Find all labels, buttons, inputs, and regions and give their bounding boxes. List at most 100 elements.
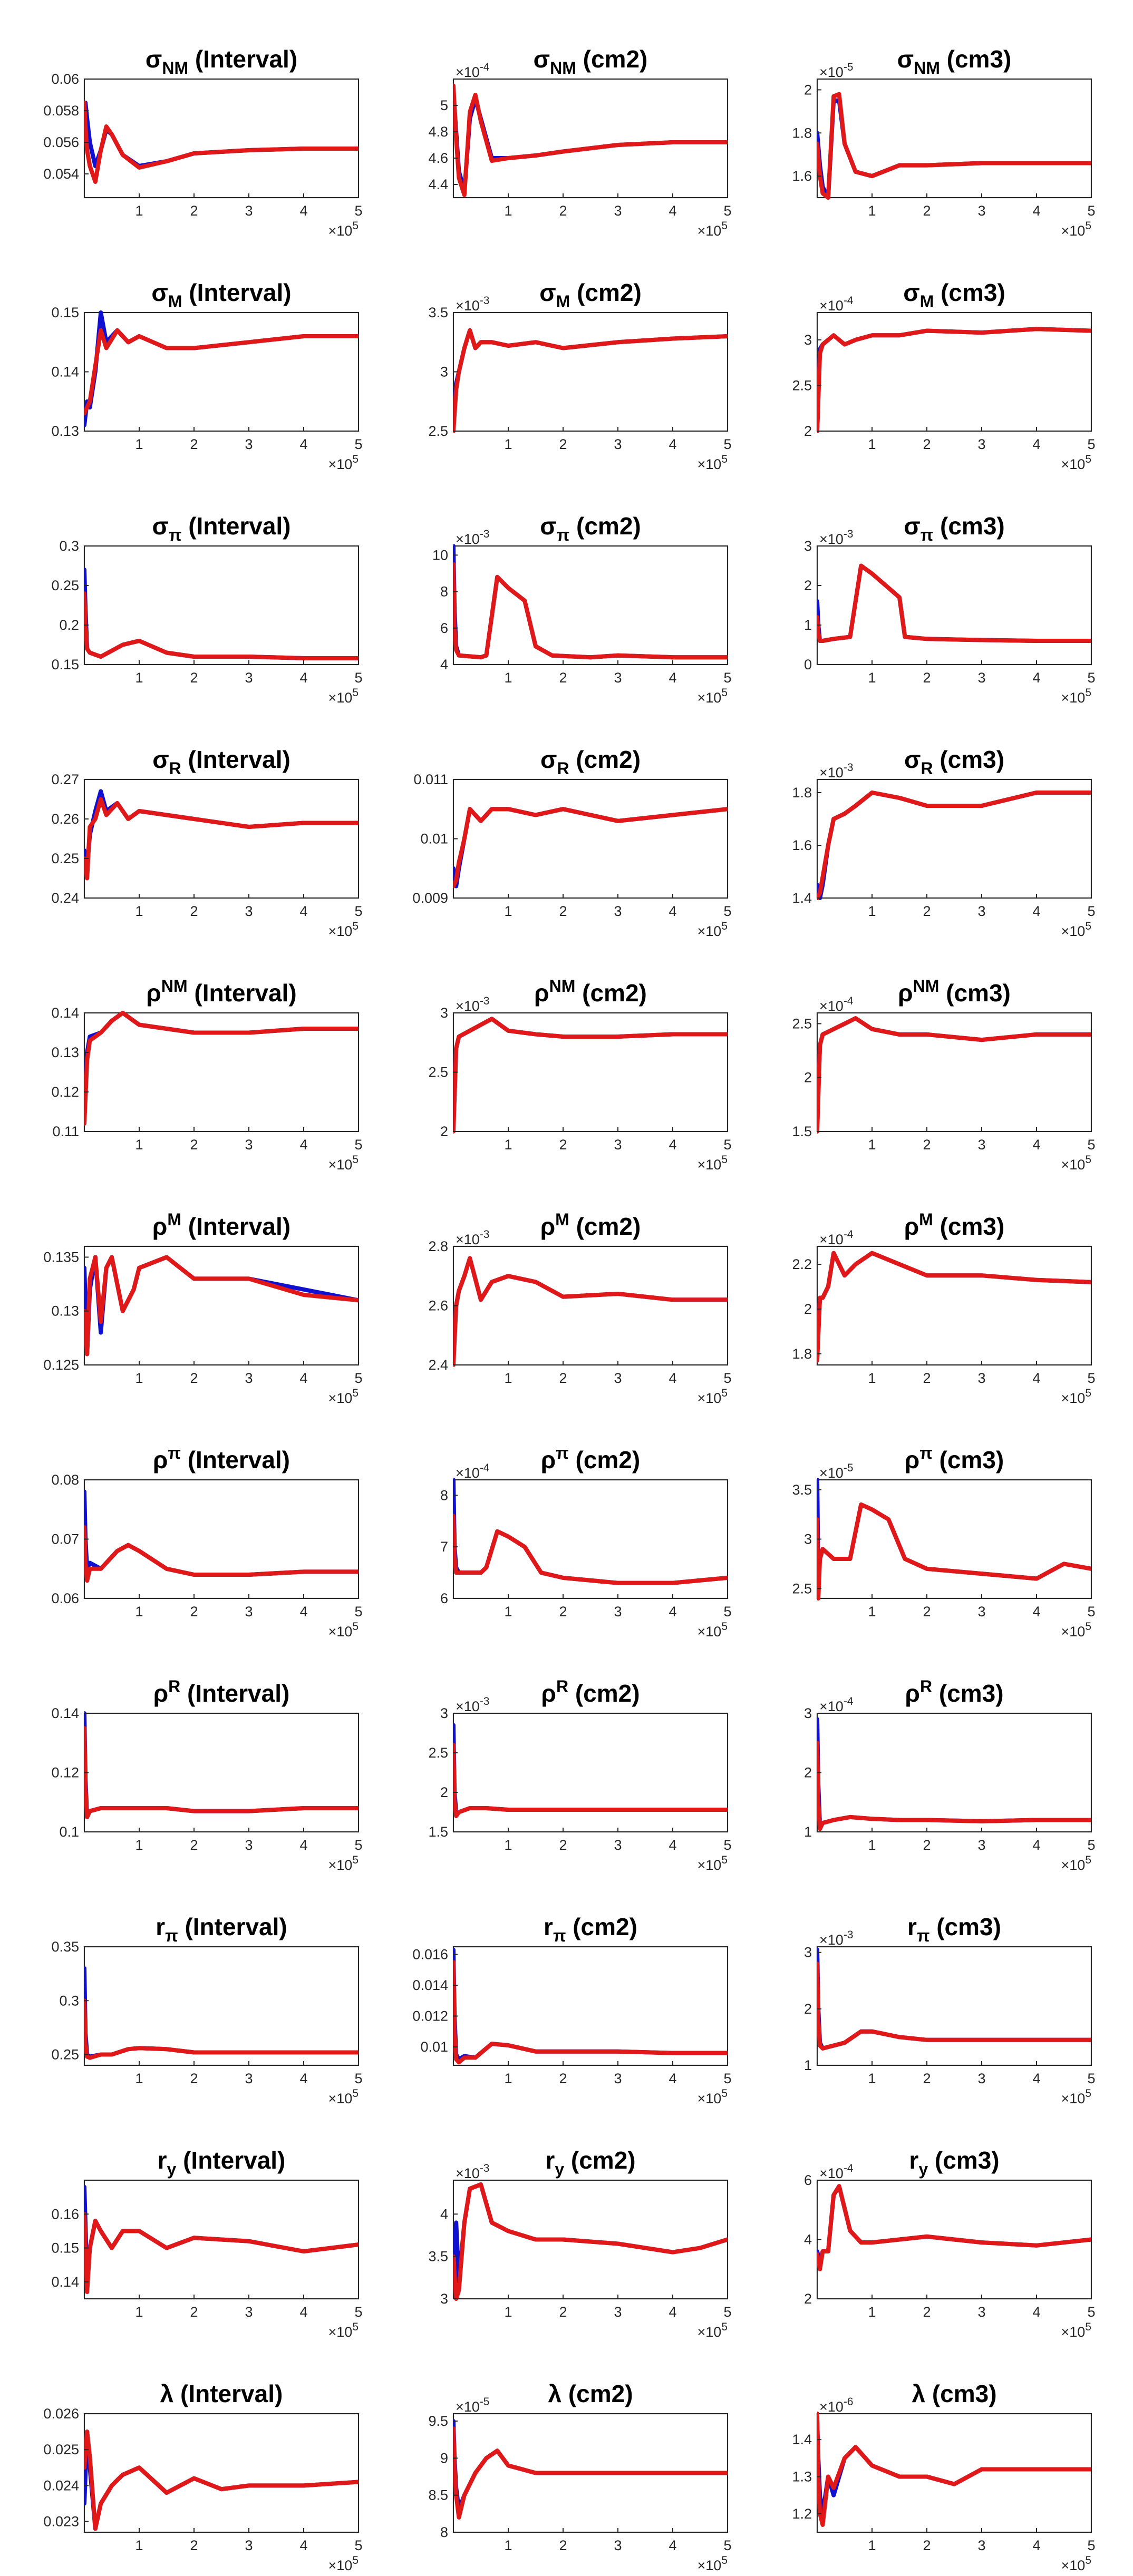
y-tick-label: 2.5 bbox=[428, 423, 448, 439]
x-tick-label: 5 bbox=[723, 1370, 731, 1386]
x-tick-label: 2 bbox=[923, 203, 931, 219]
series-line-blue bbox=[817, 791, 1091, 900]
subplot: σπ (cm3) 1 2 3 4 5×105 0 1 2 3 ×10-3 bbox=[804, 512, 1096, 706]
subplot-title: ρM (cm3) bbox=[904, 1210, 1005, 1240]
x-tick-label: 4 bbox=[1032, 1370, 1040, 1386]
series-line-red bbox=[84, 1726, 359, 1819]
x-tick-label: 2 bbox=[190, 903, 198, 919]
axes-box bbox=[83, 545, 360, 666]
x-tick-label: 5 bbox=[354, 203, 362, 219]
series-line-red bbox=[84, 1998, 359, 2060]
subplot-title: σNM (cm2) bbox=[534, 45, 648, 77]
y-tick-label: 0.01 bbox=[420, 2039, 448, 2055]
subplot: λ (cm2) 1 2 3 4 5×105 8 8.5 9 9.5 ×10-5 bbox=[428, 2380, 731, 2573]
x-tick-label: 3 bbox=[614, 903, 622, 919]
x-tick-label: 1 bbox=[868, 1370, 876, 1386]
series-line-red bbox=[453, 2182, 728, 2301]
x-tick-label: 2 bbox=[923, 1837, 931, 1853]
x-tick-label: 4 bbox=[299, 670, 307, 686]
x-tick-label: 5 bbox=[354, 1604, 362, 1619]
x-tick-label: 4 bbox=[669, 1370, 676, 1386]
series-line-red bbox=[817, 1741, 1091, 1831]
y-tick-label: 0.24 bbox=[51, 890, 79, 906]
x-tick-label: 4 bbox=[1032, 2071, 1040, 2086]
series-line-red bbox=[84, 591, 359, 660]
x-tick-label: 5 bbox=[723, 2071, 731, 2086]
y-tick-label: 0.14 bbox=[51, 1705, 79, 1721]
y-tick-label: 1.4 bbox=[792, 890, 812, 906]
y-tick-label: 2.2 bbox=[792, 1256, 812, 1272]
x-exponent-label: ×105 bbox=[1061, 2087, 1092, 2106]
series-line-blue bbox=[817, 327, 1091, 433]
subplot-title: ρπ (cm2) bbox=[541, 1443, 640, 1474]
series-line-blue bbox=[817, 98, 1091, 200]
series-line-blue bbox=[84, 2429, 359, 2531]
subplot: σπ (Interval) 1 2 3 4 5×105 0.15 0.2 0.25 0.3 bbox=[51, 512, 362, 706]
series-line-red bbox=[453, 807, 728, 889]
y-tick-label: 1.6 bbox=[792, 837, 812, 853]
series-line-blue bbox=[84, 1966, 359, 2059]
series-line-red bbox=[817, 563, 1091, 643]
y-tick-label: 1.2 bbox=[792, 2506, 812, 2522]
subplot: σNM (cm3) 1 2 3 4 5×105 1.6 1.8 2 ×10-5 bbox=[792, 45, 1095, 239]
subplot: rπ (Interval) 1 2 3 4 5×105 0.25 0.3 0.35 bbox=[51, 1913, 362, 2106]
x-tick-label: 3 bbox=[245, 436, 253, 452]
x-tick-label: 4 bbox=[1032, 670, 1040, 686]
y-exponent-label: ×10-3 bbox=[456, 2162, 490, 2181]
series-line-red bbox=[453, 2426, 728, 2520]
y-tick-label: 3 bbox=[804, 332, 812, 348]
series-line-blue bbox=[84, 2184, 359, 2284]
x-tick-label: 5 bbox=[723, 903, 731, 919]
series-line-red bbox=[84, 1255, 359, 1357]
x-tick-label: 5 bbox=[723, 1137, 731, 1153]
subplot: ρπ (Interval) 1 2 3 4 5 ×105 0.06 0.07 0.08 bbox=[51, 1443, 362, 1640]
series-line-red bbox=[84, 797, 359, 881]
subplot: σNM (Interval) 1 2 3 4 5×105 0.054 0.056 0.058 0.… bbox=[43, 45, 362, 239]
x-tick-label: 5 bbox=[354, 1137, 362, 1153]
subplot-title: ρR (Interval) bbox=[153, 1677, 290, 1707]
x-tick-label: 3 bbox=[977, 1604, 985, 1619]
x-tick-label: 4 bbox=[669, 1137, 676, 1153]
series-line-red bbox=[817, 2184, 1091, 2271]
y-tick-label: 0.35 bbox=[51, 1939, 79, 1955]
x-tick-label: 3 bbox=[614, 1137, 622, 1153]
x-exponent-label: ×105 bbox=[1061, 1387, 1092, 1406]
y-exponent-label: ×10-4 bbox=[456, 61, 490, 80]
y-exponent-label: ×10-5 bbox=[819, 1462, 854, 1481]
y-tick-label: 0.16 bbox=[51, 2206, 79, 2222]
y-exponent-label: ×10-4 bbox=[819, 2162, 854, 2181]
y-tick-label: 1.8 bbox=[792, 125, 812, 141]
x-tick-label: 3 bbox=[245, 203, 253, 219]
axes-box bbox=[83, 311, 360, 432]
y-tick-label: 2 bbox=[440, 1784, 448, 1800]
x-tick-label: 2 bbox=[923, 2071, 931, 2086]
x-tick-label: 2 bbox=[190, 1604, 198, 1619]
x-exponent-label: ×105 bbox=[1061, 1854, 1092, 1873]
x-tick-label: 4 bbox=[669, 2304, 676, 2320]
y-tick-label: 10 bbox=[432, 547, 448, 563]
y-tick-label: 0.014 bbox=[412, 1977, 448, 1993]
x-tick-label: 2 bbox=[923, 1604, 931, 1619]
x-exponent-label: ×105 bbox=[698, 1621, 728, 1640]
x-tick-label: 1 bbox=[868, 2304, 876, 2320]
subplot-title: σM (cm3) bbox=[903, 279, 1005, 311]
y-tick-label: 0.13 bbox=[51, 1303, 79, 1319]
axes-box bbox=[452, 778, 729, 899]
subplot: σπ (cm2) 1 2 3 4 5×105 4 6 8 10 ×10-3 bbox=[432, 512, 732, 706]
x-tick-label: 3 bbox=[977, 1837, 985, 1853]
x-tick-label: 3 bbox=[614, 2538, 622, 2553]
x-tick-label: 1 bbox=[504, 2071, 512, 2086]
axes-box bbox=[816, 1479, 1092, 1599]
x-tick-label: 2 bbox=[923, 670, 931, 686]
subplot-title: rπ (Interval) bbox=[156, 1913, 287, 1945]
x-tick-label: 3 bbox=[977, 670, 985, 686]
y-tick-label: 1.8 bbox=[792, 1346, 812, 1362]
x-tick-label: 4 bbox=[669, 1837, 676, 1853]
y-tick-label: 0.14 bbox=[51, 1005, 79, 1021]
y-exponent-label: ×10-3 bbox=[819, 528, 854, 547]
subplot-title: rπ (cm2) bbox=[544, 1913, 637, 1945]
x-tick-label: 5 bbox=[1087, 2071, 1095, 2086]
y-exponent-label: ×10-3 bbox=[819, 762, 854, 780]
x-tick-label: 4 bbox=[299, 1837, 307, 1853]
x-tick-label: 2 bbox=[559, 2538, 567, 2553]
